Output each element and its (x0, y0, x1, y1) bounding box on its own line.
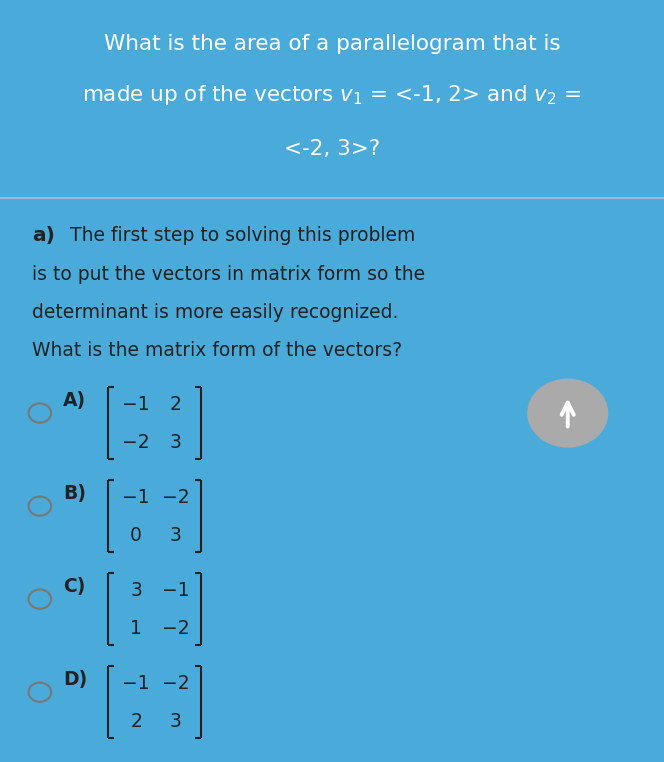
Text: −2: −2 (122, 433, 150, 452)
Text: 1: 1 (130, 619, 142, 638)
Text: B): B) (63, 484, 86, 503)
Text: −2: −2 (162, 674, 190, 693)
Text: 3: 3 (130, 581, 142, 600)
Text: −2: −2 (162, 619, 190, 638)
Text: What is the area of a parallelogram that is: What is the area of a parallelogram that… (104, 34, 560, 53)
Text: −1: −1 (162, 581, 190, 600)
Text: −1: −1 (122, 488, 150, 507)
Text: What is the matrix form of the vectors?: What is the matrix form of the vectors? (32, 341, 402, 360)
Text: 2: 2 (170, 395, 182, 414)
Text: −1: −1 (122, 395, 150, 414)
Text: 2: 2 (130, 712, 142, 731)
Text: 3: 3 (170, 433, 182, 452)
Text: −2: −2 (162, 488, 190, 507)
Text: 3: 3 (170, 526, 182, 545)
Text: 0: 0 (130, 526, 142, 545)
Text: 3: 3 (170, 712, 182, 731)
Circle shape (528, 379, 608, 447)
Text: determinant is more easily recognized.: determinant is more easily recognized. (32, 303, 398, 322)
Text: −1: −1 (122, 674, 150, 693)
Text: is to put the vectors in matrix form so the: is to put the vectors in matrix form so … (32, 264, 425, 283)
Text: a): a) (32, 226, 54, 245)
Text: A): A) (63, 391, 86, 410)
Text: <-2, 3>?: <-2, 3>? (284, 139, 380, 158)
Text: The first step to solving this problem: The first step to solving this problem (70, 226, 415, 245)
Text: made up of the vectors $\mathbf{\mathit{v}}_1$ = <-1, 2> and $\mathbf{\mathit{v}: made up of the vectors $\mathbf{\mathit{… (82, 83, 582, 107)
Text: D): D) (63, 671, 88, 690)
Text: C): C) (63, 578, 86, 596)
